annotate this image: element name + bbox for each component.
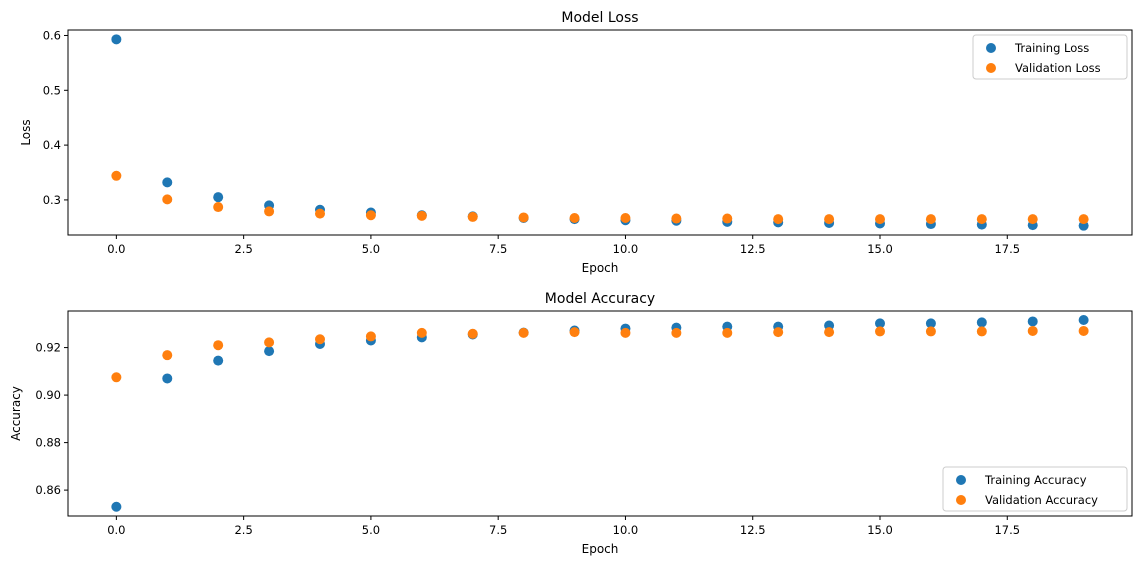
x-tick-label: 5.0 [362,523,380,537]
data-point-validation [1078,214,1089,225]
data-point-validation [875,326,885,337]
x-tick-label: 2.5 [234,523,252,537]
y-tick-label: 0.6 [43,28,61,42]
x-tick-label: 17.5 [994,242,1020,256]
data-point-validation [569,327,580,338]
data-point-validation [824,214,835,225]
chart-title: Model Accuracy [545,291,655,307]
data-point-validation [722,327,733,338]
data-point-validation [162,194,173,205]
data-point-validation [315,208,325,219]
legend-marker [986,63,996,73]
legend: Training Loss Validation Loss [972,34,1128,80]
y-tick-label: 0.86 [35,483,61,497]
y-tick-label: 0.5 [43,83,61,97]
y-axis-label: Accuracy [9,386,23,441]
data-point-validation [1027,214,1038,225]
data-point-validation [620,327,631,338]
data-point-validation [213,340,224,351]
data-point-validation [264,206,275,217]
data-point-validation [976,326,987,337]
legend-label: Validation Accuracy [985,493,1098,507]
axes-frame [67,310,1133,517]
data-point-validation [467,211,478,222]
data-point-training [976,317,987,328]
data-point-training [111,501,122,512]
chart-panel-2: Model Accuracy 0.0 2.5 5.0 7.5 10.0 12.5 15.0 17… [9,291,1133,556]
legend-marker [956,475,966,485]
data-point-training [162,177,173,188]
data-point-validation [824,327,835,338]
data-point-validation [875,214,885,225]
x-tick-label: 2.5 [234,242,252,256]
data-point-training [111,34,122,45]
data-point-validation [518,327,529,338]
chart-panel-1: Model Loss 0.0 2.5 5.0 7.5 10.0 12.5 15.0 17.5 0.… [19,10,1133,275]
y-tick-label: 0.3 [43,193,61,207]
x-tick-label: 17.5 [994,523,1020,537]
y-axis-label: Loss [19,119,33,145]
legend-box [972,34,1128,80]
legend-label: Training Accuracy [984,473,1087,487]
y-tick-label: 0.4 [43,138,61,152]
legend: Training Accuracy Validation Accuracy [942,466,1128,512]
data-point-validation [773,214,784,225]
x-tick-label: 7.5 [489,523,507,537]
x-tick-label: 10.0 [613,242,639,256]
legend-box [942,466,1128,512]
data-point-validation [1027,325,1038,336]
data-point-validation [365,331,376,342]
x-tick-label: 10.0 [613,523,639,537]
data-point-validation [315,334,325,345]
y-tick-label: 0.88 [35,436,61,450]
data-point-validation [620,213,631,224]
axes-frame [67,29,1133,236]
data-point-validation [416,327,427,338]
data-point-validation [162,350,173,361]
x-tick-label: 12.5 [740,242,766,256]
x-tick-label: 5.0 [362,242,380,256]
legend-marker [956,495,966,505]
legend-label: Training Loss [1014,41,1089,55]
data-point-validation [976,214,987,225]
y-tick-label: 0.92 [35,341,61,355]
data-point-validation [518,212,529,223]
x-axis-label: Epoch [582,261,619,275]
x-tick-label: 12.5 [740,523,766,537]
legend-label: Validation Loss [1015,61,1101,75]
data-point-validation [213,202,224,213]
data-point-validation [365,210,376,221]
data-point-validation [111,170,122,181]
x-axis-label: Epoch [582,542,619,556]
x-tick-label: 15.0 [867,523,893,537]
y-tick-label: 0.90 [35,388,61,402]
data-point-validation [722,213,733,224]
data-point-validation [416,210,427,221]
data-point-training [264,346,275,357]
data-point-validation [467,328,478,339]
data-point-validation [925,326,936,337]
data-point-training [1078,315,1089,326]
data-point-validation [1078,325,1089,336]
legend-marker [986,43,996,53]
data-point-training [925,318,936,329]
x-tick-label: 7.5 [489,242,507,256]
data-point-validation [925,214,936,225]
data-point-validation [671,327,682,338]
data-point-training [875,318,885,329]
data-point-training [213,192,224,203]
data-point-validation [111,372,122,383]
data-point-training [162,373,173,384]
data-point-training [1027,316,1038,327]
data-point-validation [569,213,580,224]
x-tick-label: 0.0 [107,523,125,537]
data-point-training [213,355,224,366]
data-point-validation [264,337,275,348]
data-point-validation [671,213,682,224]
chart-title: Model Loss [561,10,638,26]
x-tick-label: 0.0 [107,242,125,256]
data-point-validation [773,327,784,338]
x-tick-label: 15.0 [867,242,893,256]
